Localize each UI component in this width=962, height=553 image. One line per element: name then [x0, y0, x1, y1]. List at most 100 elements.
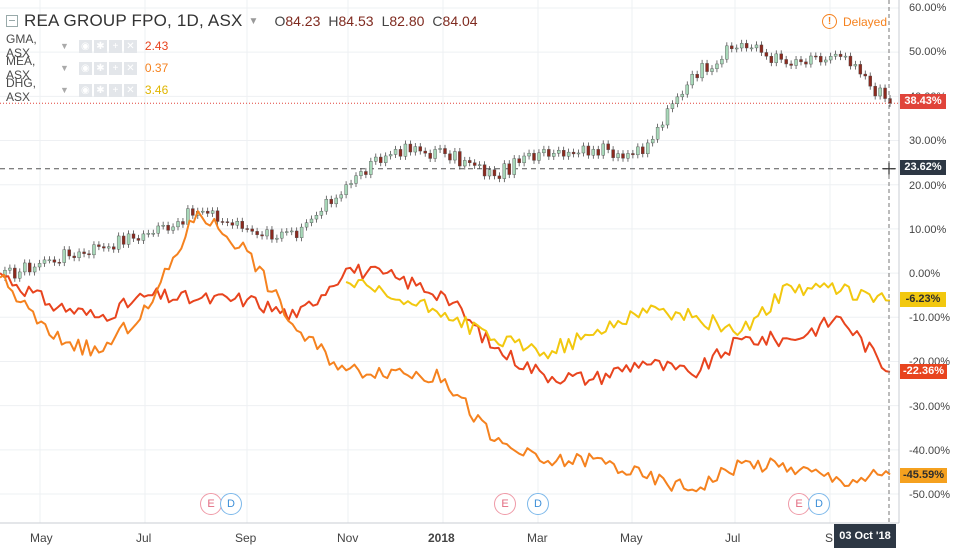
candle	[230, 222, 235, 226]
y-tick-label: 20.00%	[909, 180, 947, 192]
candle	[112, 246, 116, 250]
candle	[309, 218, 314, 223]
legend-symbol: GMA, ASX	[6, 32, 37, 60]
crosshair	[883, 0, 895, 523]
candle	[92, 244, 96, 256]
y-tick-label: 50.00%	[909, 46, 947, 58]
candle	[23, 262, 27, 273]
series-line-mea	[0, 210, 891, 493]
candle	[561, 150, 566, 157]
candle	[784, 59, 788, 65]
candle	[477, 164, 482, 166]
visibility-icon[interactable]: ◉	[78, 83, 92, 97]
dividend-marker[interactable]: D	[808, 493, 830, 515]
legend-row-gma: GMA, ASX ▼ ◉ ✱ + ✕ 2.43	[6, 32, 169, 60]
delayed-label: Delayed	[843, 14, 888, 29]
dividend-marker[interactable]: D	[527, 493, 549, 515]
candle	[398, 149, 403, 157]
candle	[537, 152, 541, 161]
candle	[468, 160, 472, 163]
add-icon[interactable]: +	[108, 83, 122, 97]
legend-row-dhg: DHG, ASX ▼ ◉ ✱ + ✕ 3.46	[6, 76, 168, 104]
candle	[675, 96, 680, 104]
candle	[794, 59, 798, 66]
candle	[626, 153, 630, 159]
add-icon[interactable]: +	[108, 61, 122, 75]
candle	[37, 263, 42, 268]
candle	[225, 221, 230, 223]
candle	[116, 235, 121, 250]
candle	[319, 210, 324, 216]
candle	[102, 246, 106, 249]
candle	[47, 259, 52, 262]
x-tick-label: Nov	[337, 531, 359, 545]
candle	[576, 152, 581, 155]
candle	[141, 233, 146, 241]
chevron-down-icon[interactable]: ▼	[60, 63, 69, 73]
candle	[828, 56, 833, 61]
candle	[789, 63, 793, 66]
candle	[725, 45, 729, 60]
candle	[517, 158, 521, 164]
close-icon[interactable]: ✕	[123, 61, 137, 75]
visibility-icon[interactable]: ◉	[78, 39, 92, 53]
earnings-marker[interactable]: E	[494, 493, 516, 515]
chevron-down-icon[interactable]: ▼	[60, 41, 69, 51]
add-icon[interactable]: +	[108, 39, 122, 53]
earnings-marker[interactable]: E	[788, 493, 810, 515]
candle	[245, 228, 249, 230]
settings-icon[interactable]: ✱	[93, 61, 107, 75]
x-tick-label: Jul	[725, 531, 741, 545]
candle	[260, 234, 264, 237]
visibility-icon[interactable]: ◉	[78, 61, 92, 75]
candle	[863, 73, 867, 77]
candle	[166, 225, 170, 231]
candle	[735, 47, 739, 50]
candle	[769, 56, 774, 63]
candle	[146, 233, 151, 235]
candle	[730, 45, 734, 50]
candle	[413, 146, 418, 153]
close-icon[interactable]: ✕	[123, 83, 137, 97]
candle	[566, 151, 571, 157]
candle	[240, 221, 244, 229]
dividend-marker[interactable]: D	[220, 493, 242, 515]
candle	[87, 253, 91, 256]
candle	[191, 208, 195, 216]
delayed-indicator[interactable]: ! Delayed	[822, 14, 887, 29]
candle	[72, 255, 76, 258]
candle	[265, 229, 269, 237]
candle	[591, 149, 596, 156]
candle	[62, 249, 66, 263]
candle	[463, 160, 467, 167]
candle	[660, 124, 665, 128]
candle	[52, 259, 57, 263]
earnings-marker[interactable]: E	[200, 493, 222, 515]
candle	[349, 183, 353, 185]
candle	[294, 230, 299, 238]
chevron-down-icon[interactable]: ▼	[60, 85, 69, 95]
candle	[507, 163, 511, 175]
candle	[156, 225, 160, 234]
collapse-icon[interactable]	[6, 15, 18, 27]
candle	[715, 63, 719, 69]
candle	[586, 145, 591, 156]
candle	[235, 221, 240, 226]
settings-icon[interactable]: ✱	[93, 39, 107, 53]
ohlc-close: C84.04	[432, 13, 478, 29]
candle	[774, 53, 778, 63]
candle	[636, 146, 640, 156]
legend-value: 2.43	[144, 39, 169, 53]
candle	[393, 149, 398, 155]
candle	[151, 233, 155, 235]
candle	[527, 152, 531, 157]
close-icon[interactable]: ✕	[123, 39, 137, 53]
chevron-down-icon[interactable]: ▼	[248, 15, 259, 27]
candle	[379, 156, 383, 163]
candle	[739, 43, 744, 49]
candle	[557, 150, 561, 154]
candle	[631, 153, 635, 156]
candle	[324, 199, 329, 212]
settings-icon[interactable]: ✱	[93, 83, 107, 97]
